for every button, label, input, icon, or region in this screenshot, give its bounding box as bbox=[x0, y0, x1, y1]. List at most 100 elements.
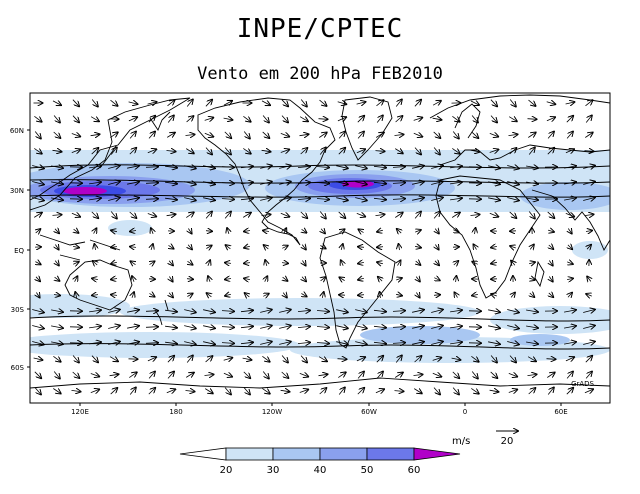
wind-vector-arrow bbox=[530, 245, 534, 250]
wind-vector-arrow bbox=[224, 147, 231, 155]
wind-vector-arrow bbox=[394, 149, 403, 154]
wind-vector-arrow bbox=[94, 244, 95, 250]
colorbar-tick-40: 40 bbox=[314, 465, 327, 476]
wind-vector-arrow bbox=[299, 390, 308, 393]
wind-vector-arrow bbox=[472, 294, 478, 295]
wind-vector-arrow bbox=[89, 182, 101, 184]
wind-vector-arrow bbox=[490, 99, 497, 107]
wind-vector-arrow bbox=[240, 182, 253, 183]
wind-vector-arrow bbox=[507, 310, 519, 313]
wind-vector-arrow bbox=[547, 211, 555, 218]
wind-vector-arrow bbox=[509, 99, 516, 107]
wind-vector-arrow bbox=[380, 292, 381, 299]
wind-vector-arrow bbox=[585, 356, 592, 363]
wind-vector-arrow bbox=[261, 215, 271, 216]
wind-vector-arrow bbox=[341, 260, 343, 265]
wind-vector-arrow bbox=[488, 310, 500, 312]
wind-vector-arrow bbox=[89, 198, 101, 200]
wind-vector-arrow bbox=[412, 310, 424, 313]
wind-vector-arrow bbox=[316, 199, 329, 200]
wind-vector-arrow bbox=[52, 101, 61, 105]
wind-vector-arrow bbox=[528, 99, 536, 106]
lon-label-180: 180 bbox=[169, 408, 182, 416]
wind-vector-arrow bbox=[187, 294, 192, 297]
wind-vector-arrow bbox=[452, 387, 459, 395]
wind-vector-arrow bbox=[280, 133, 289, 136]
wind-vector-arrow bbox=[357, 388, 364, 395]
wind-vector-arrow bbox=[338, 148, 345, 155]
wind-vector-arrow bbox=[243, 148, 250, 153]
wind-vector-arrow bbox=[240, 166, 253, 167]
wind-vector-arrow bbox=[373, 326, 386, 327]
wind-vector-arrow bbox=[413, 133, 422, 136]
wind-vector-arrow bbox=[587, 245, 591, 249]
wind-vector-arrow bbox=[511, 261, 515, 266]
wind-vector-arrow bbox=[297, 326, 310, 327]
wind-vector-arrow bbox=[223, 373, 232, 376]
wind-vector-arrow bbox=[165, 310, 177, 312]
wind-vector-arrow bbox=[546, 117, 555, 121]
wind-vector-arrow bbox=[53, 355, 60, 361]
wind-vector-arrow bbox=[565, 102, 575, 104]
wind-vector-arrow bbox=[375, 151, 385, 152]
wind-vector-arrow bbox=[221, 183, 234, 184]
wind-vector-arrow bbox=[547, 230, 554, 232]
wind-vector-arrow bbox=[184, 198, 196, 201]
wind-vector-arrow bbox=[302, 261, 305, 266]
wind-vector-arrow bbox=[224, 131, 231, 138]
wind-vector-arrow bbox=[566, 388, 573, 395]
wind-vector-arrow bbox=[470, 101, 479, 105]
wind-vector-arrow bbox=[265, 260, 267, 267]
wind-vector-arrow bbox=[262, 371, 269, 379]
wind-vector-arrow bbox=[300, 355, 307, 363]
wind-vector-arrow bbox=[72, 99, 79, 107]
wind-vector-arrow bbox=[584, 389, 593, 393]
wind-vector-arrow bbox=[585, 133, 592, 138]
colorbar-segment-20-30 bbox=[225, 447, 274, 461]
wind-vector-arrow bbox=[262, 355, 269, 361]
wind-vector-arrow bbox=[169, 261, 173, 266]
wind-vector-arrow bbox=[375, 133, 384, 138]
wind-vector-arrow bbox=[547, 132, 554, 139]
wind-vector-arrow bbox=[205, 356, 213, 363]
wind-vector-arrow bbox=[395, 356, 402, 363]
wind-vector-arrow bbox=[52, 215, 62, 216]
wind-vector-arrow bbox=[53, 295, 60, 296]
wind-vector-arrow bbox=[355, 342, 367, 345]
wind-vector-arrow bbox=[412, 182, 424, 185]
wind-vector-arrow bbox=[321, 229, 325, 234]
wind-vector-arrow bbox=[357, 372, 364, 379]
wind-vector-arrow bbox=[227, 228, 229, 235]
wind-vector-arrow bbox=[416, 293, 419, 298]
wind-vector-arrow bbox=[358, 295, 365, 296]
wind-vector-arrow bbox=[358, 262, 364, 263]
wind-vector-arrow bbox=[145, 311, 158, 312]
wind-vector-arrow bbox=[431, 166, 443, 169]
wind-vector-arrow bbox=[243, 115, 250, 121]
wind-vector-arrow bbox=[373, 182, 386, 183]
wind-vector-arrow bbox=[203, 310, 215, 313]
wind-vector-arrow bbox=[32, 198, 44, 201]
wind-vector-arrow bbox=[129, 148, 136, 155]
wind-vector-arrow bbox=[509, 211, 517, 218]
wind-vector-arrow bbox=[396, 294, 402, 295]
wind-vector-arrow bbox=[395, 116, 403, 123]
wind-vector-arrow bbox=[52, 150, 62, 151]
wind-vector-arrow bbox=[279, 182, 291, 185]
wind-vector-arrow bbox=[186, 356, 193, 363]
wind-vector-arrow bbox=[508, 134, 518, 135]
wind-vector-arrow bbox=[299, 373, 308, 376]
colorbar-segment-40-50 bbox=[319, 447, 368, 461]
coast-antarctica bbox=[30, 377, 610, 389]
wind-vector-arrow bbox=[564, 342, 576, 344]
wind-vector-arrow bbox=[339, 277, 344, 280]
wind-vector-arrow bbox=[336, 198, 348, 201]
wind-vector-arrow bbox=[377, 230, 384, 232]
sh-jet-a bbox=[30, 294, 130, 318]
wind-vector-arrow bbox=[132, 292, 134, 298]
wind-vector-arrow bbox=[528, 133, 535, 138]
wind-vector-arrow bbox=[316, 311, 329, 312]
wind-vector-arrow bbox=[414, 356, 422, 363]
wind-vector-arrow bbox=[431, 310, 443, 313]
